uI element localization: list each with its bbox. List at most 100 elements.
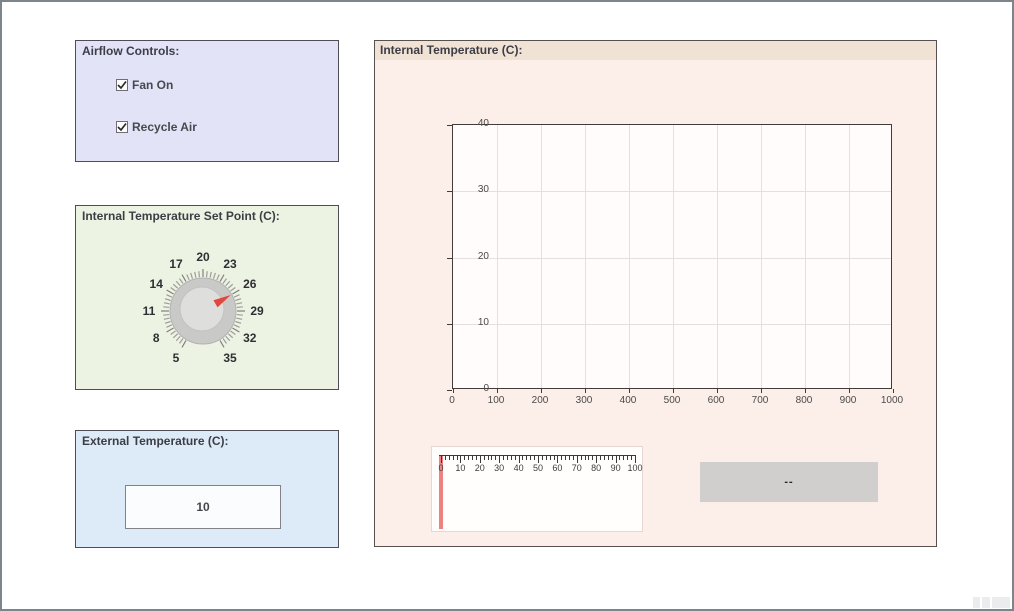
x-axis-tick xyxy=(673,389,674,393)
fan-on-checkbox-row[interactable]: Fan On xyxy=(116,78,173,92)
x-axis-tick xyxy=(541,389,542,393)
gauge-tick xyxy=(561,456,563,460)
internal-panel: Internal Temperature (C): 0 100 200 300 400 5… xyxy=(374,40,937,547)
gauge-tick xyxy=(452,456,454,460)
fan-on-checkbox[interactable] xyxy=(116,79,128,91)
x-axis-tick xyxy=(629,389,630,393)
x-axis-tick xyxy=(761,389,762,393)
gauge-tick xyxy=(611,456,613,460)
x-tick-label: 1000 xyxy=(880,395,904,406)
y-axis-tick xyxy=(447,257,452,259)
gauge-tick xyxy=(596,456,598,463)
x-axis-tick xyxy=(805,389,806,393)
gauge-tick xyxy=(569,456,571,460)
svg-text:32: 32 xyxy=(243,331,257,345)
recycle-air-checkbox-row[interactable]: Recycle Air xyxy=(116,120,197,134)
y-tick-label: 10 xyxy=(477,316,489,328)
y-tick-label: 20 xyxy=(477,250,489,262)
y-axis-tick xyxy=(447,390,452,391)
gauge-tick xyxy=(475,456,477,460)
gridline xyxy=(497,125,498,388)
x-axis-tick xyxy=(849,389,850,393)
setpoint-panel: Internal Temperature Set Point (C): 5 8 11… xyxy=(75,205,339,390)
chart-axis-labels: 0 100 200 300 400 500 600 700 800 900 1000 0 10 20 30 4… xyxy=(375,41,936,546)
gridline xyxy=(761,125,762,388)
gauge-tick xyxy=(635,456,636,463)
gauge-tick xyxy=(600,456,602,460)
gauge-tick xyxy=(518,456,520,463)
gauge-tick xyxy=(576,456,578,463)
svg-text:14: 14 xyxy=(150,277,164,291)
time-gauge[interactable]: 0 10 20 30 40 50 60 70 80 90 100 xyxy=(431,446,643,532)
gauge-tick xyxy=(588,456,590,460)
x-tick-label: 800 xyxy=(795,395,813,406)
gauge-tick-label: 60 xyxy=(552,463,563,473)
gauge-baseline xyxy=(439,455,636,456)
gauge-tick xyxy=(514,456,516,460)
gauge-tick xyxy=(549,456,551,460)
gauge-tick xyxy=(580,456,582,460)
recycle-air-checkbox[interactable] xyxy=(116,121,128,133)
gauge-tick xyxy=(464,456,466,460)
x-tick-label: 500 xyxy=(663,395,681,406)
gauge-tick-label: 30 xyxy=(494,463,505,473)
grip-segment xyxy=(992,597,1010,608)
svg-text:8: 8 xyxy=(153,331,160,345)
grip-segment xyxy=(982,597,990,608)
internal-panel-header: Internal Temperature (C): xyxy=(375,41,936,60)
gauge-tick xyxy=(631,456,633,460)
gauge-tick xyxy=(545,456,547,460)
svg-text:35: 35 xyxy=(223,351,237,365)
x-tick-label: 0 xyxy=(449,395,455,406)
airflow-panel-title: Airflow Controls: xyxy=(82,44,180,58)
gauge-tick-label: 100 xyxy=(627,463,643,473)
x-tick-label: 300 xyxy=(575,395,593,406)
y-tick-label: 0 xyxy=(483,383,489,394)
gauge-tick xyxy=(479,456,481,463)
gauge-tick-label: 0 xyxy=(438,463,444,473)
internal-panel-title: Internal Temperature (C): xyxy=(380,43,523,57)
gauge-tick xyxy=(572,456,574,460)
gauge-tick xyxy=(530,456,532,460)
svg-text:26: 26 xyxy=(243,277,257,291)
svg-text:29: 29 xyxy=(250,304,264,318)
setpoint-panel-title: Internal Temperature Set Point (C): xyxy=(82,209,280,223)
gauge-tick xyxy=(553,456,555,460)
grip-segment xyxy=(973,597,980,608)
x-axis-tick xyxy=(585,389,586,393)
gauge-tick xyxy=(495,456,497,460)
gauge-tick-label: 40 xyxy=(513,463,524,473)
gauge-tick xyxy=(623,456,625,460)
gridline xyxy=(629,125,630,388)
gauge-tick xyxy=(444,456,446,460)
svg-text:20: 20 xyxy=(196,250,210,264)
gridline xyxy=(673,125,674,388)
gauge-pointer[interactable] xyxy=(439,456,443,529)
y-axis-tick xyxy=(447,125,452,126)
external-temperature-input[interactable]: 10 xyxy=(125,485,281,529)
gauge-tick xyxy=(565,456,567,460)
gridline xyxy=(453,191,891,193)
svg-text:5: 5 xyxy=(173,351,180,365)
gauge-tick xyxy=(510,456,512,460)
x-tick-label: 200 xyxy=(531,395,549,406)
y-axis-tick xyxy=(447,323,452,325)
y-tick-label: 40 xyxy=(477,118,489,129)
svg-text:11: 11 xyxy=(143,304,156,318)
check-icon xyxy=(117,122,127,132)
x-axis-tick xyxy=(717,389,718,393)
gauge-tick xyxy=(487,456,489,460)
gauge-tick xyxy=(448,456,450,460)
external-panel-title: External Temperature (C): xyxy=(82,434,229,448)
recycle-air-label: Recycle Air xyxy=(132,120,197,134)
gridline xyxy=(717,125,718,388)
gauge-tick xyxy=(592,456,594,460)
gridline xyxy=(805,125,806,388)
x-axis-tick xyxy=(893,389,894,393)
x-tick-label: 400 xyxy=(619,395,637,406)
gauge-tick xyxy=(557,456,559,463)
temperature-setpoint-knob[interactable]: 58 11 14 17 20 23 26 29 32 35 xyxy=(76,234,340,386)
gauge-tick xyxy=(607,456,609,460)
gauge-tick xyxy=(541,456,543,460)
